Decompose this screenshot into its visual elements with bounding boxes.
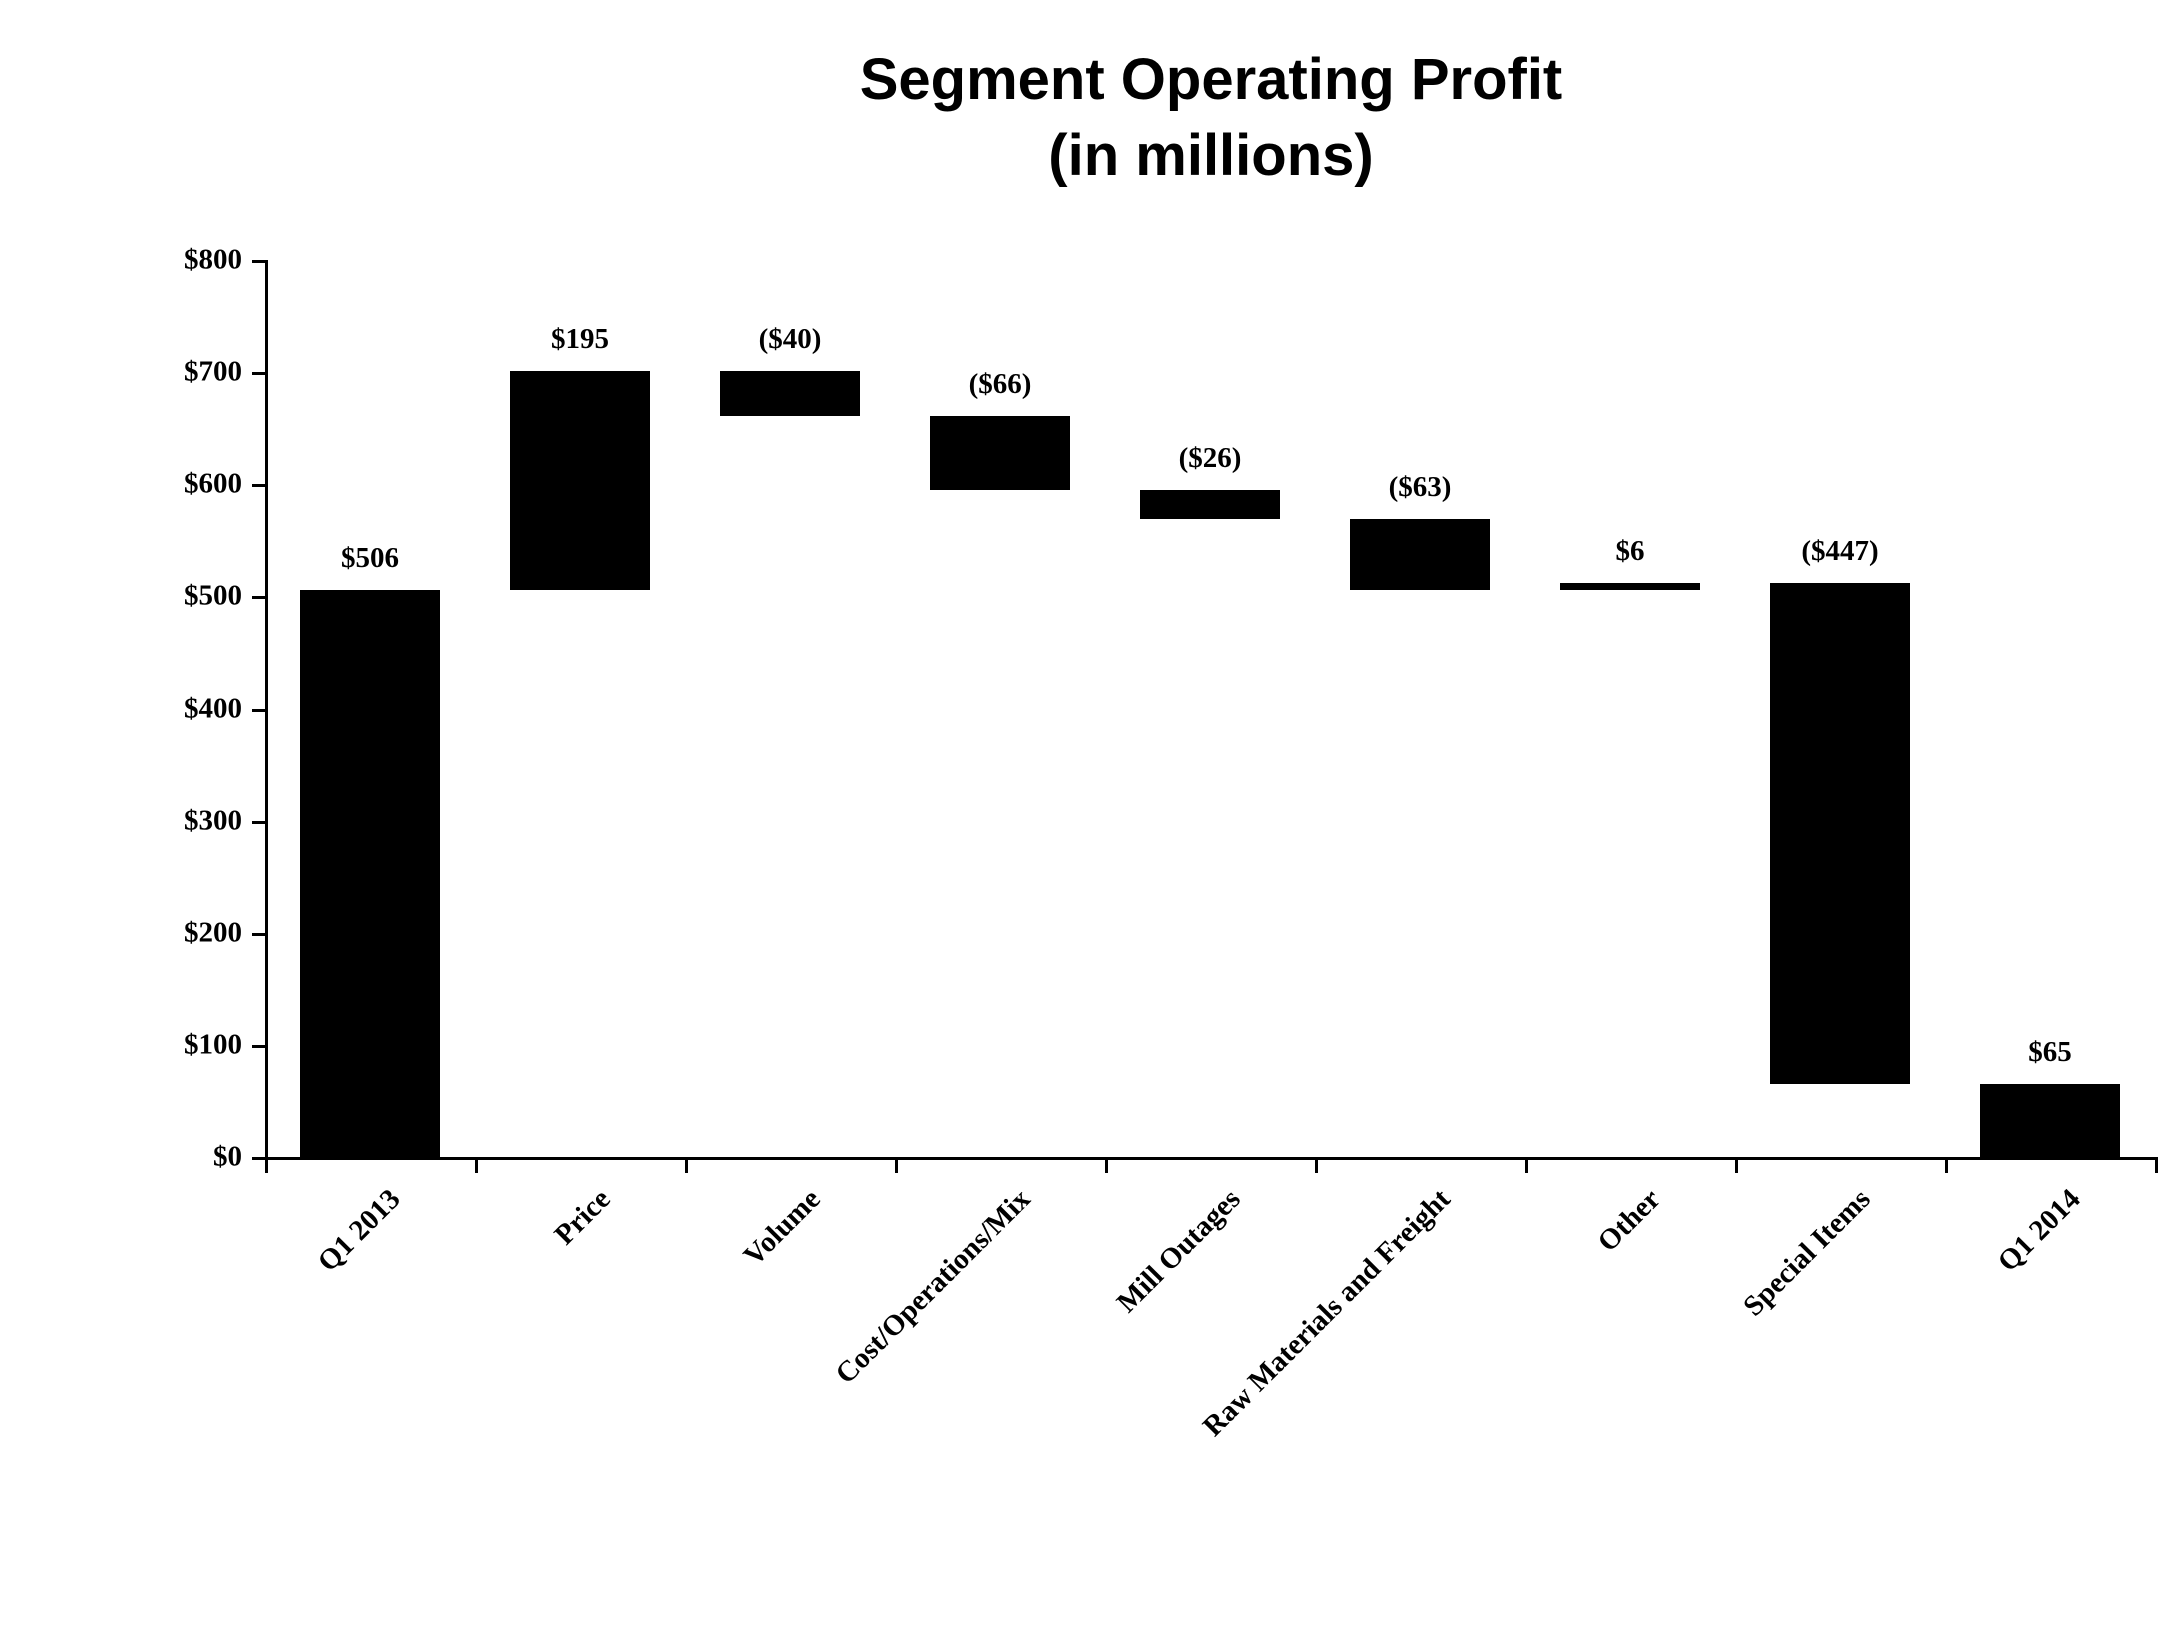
x-tick	[1315, 1157, 1318, 1173]
x-tick	[2155, 1157, 2158, 1173]
x-tick	[475, 1157, 478, 1173]
y-tick-label: $300	[184, 804, 242, 837]
bar-cost-operations-mix	[930, 416, 1070, 490]
y-tick-label: $0	[213, 1140, 242, 1173]
y-axis-line	[265, 260, 268, 1160]
y-tick	[252, 484, 265, 487]
value-label-special-items: ($447)	[1801, 535, 1879, 567]
value-label-price: $195	[551, 323, 609, 355]
y-tick	[252, 260, 265, 263]
bar-mill-outages	[1140, 490, 1280, 519]
chart-title: Segment Operating Profit	[859, 47, 1563, 112]
bar-q1-2014	[1980, 1084, 2120, 1157]
y-tick	[252, 372, 265, 375]
value-label-other: $6	[1615, 535, 1645, 567]
y-tick-label: $200	[184, 916, 242, 949]
bar-special-items	[1770, 583, 1910, 1084]
y-tick	[252, 709, 265, 712]
y-tick-label: $400	[184, 692, 242, 725]
y-tick-label: $700	[184, 355, 242, 388]
y-tick-label: $100	[184, 1028, 242, 1061]
value-label-mill-outages: ($26)	[1178, 442, 1242, 474]
x-tick	[895, 1157, 898, 1173]
chart-subtitle: (in millions)	[1048, 123, 1374, 188]
y-tick-label: $500	[184, 579, 242, 612]
x-tick	[1735, 1157, 1738, 1173]
y-tick	[252, 821, 265, 824]
value-label-volume: ($40)	[758, 323, 822, 355]
value-label-q1-2014: $65	[2028, 1036, 2072, 1068]
value-label-q1-2013: $506	[341, 542, 399, 574]
bar-other	[1560, 583, 1700, 590]
value-label-raw-materials-and-freight: ($63)	[1388, 471, 1452, 503]
y-tick-label: $800	[184, 243, 242, 276]
bar-price	[510, 371, 650, 590]
bar-raw-materials-and-freight	[1350, 519, 1490, 590]
chart-title-block: Segment Operating Profit (in millions)	[265, 42, 2157, 194]
x-tick	[1945, 1157, 1948, 1173]
bar-q1-2013	[300, 590, 440, 1157]
y-tick	[252, 596, 265, 599]
y-tick	[252, 933, 265, 936]
x-tick	[265, 1157, 268, 1173]
value-label-cost-operations-mix: ($66)	[968, 368, 1032, 400]
x-tick	[1525, 1157, 1528, 1173]
y-tick	[252, 1045, 265, 1048]
x-tick	[1105, 1157, 1108, 1173]
x-axis-line	[265, 1157, 2155, 1160]
x-tick	[685, 1157, 688, 1173]
y-tick-label: $600	[184, 467, 242, 500]
y-tick	[252, 1157, 265, 1160]
bar-volume	[720, 371, 860, 416]
